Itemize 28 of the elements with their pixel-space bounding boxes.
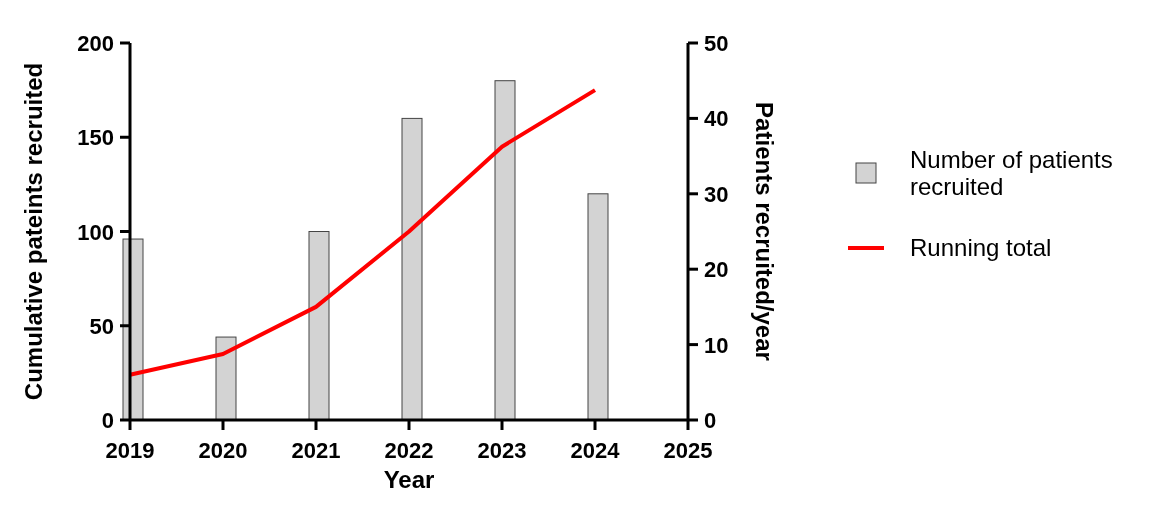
bar <box>494 80 516 421</box>
y-tick-label: 50 <box>89 313 114 339</box>
y2-tick-label: 50 <box>704 31 729 56</box>
x-tick-label: 2021 <box>291 438 341 463</box>
x-tick-label: 2024 <box>570 438 621 463</box>
bar <box>215 336 237 421</box>
y2-tick-label: 0 <box>704 408 717 433</box>
y2-axis-title: Patients recruited/year <box>751 102 778 361</box>
bar <box>308 231 330 421</box>
bar <box>401 117 423 421</box>
y-tick-label: 0 <box>101 408 114 433</box>
x-tick-label: 2019 <box>105 438 155 463</box>
legend-label: Running total <box>910 234 1052 261</box>
y2-tick-label: 10 <box>704 332 729 358</box>
y2-tick-label: 40 <box>704 106 729 132</box>
x-tick-label: 2020 <box>198 438 248 463</box>
y-axis-title: Cumulative pateints recruited <box>20 62 47 401</box>
x-tick-label: 2023 <box>477 438 527 463</box>
legend-label: Number of patients recruited <box>910 146 1113 200</box>
y2-tick-label: 30 <box>704 181 729 207</box>
y-tick-label: 200 <box>77 31 114 56</box>
bar <box>587 193 609 421</box>
y-tick-label: 150 <box>77 125 114 151</box>
y2-tick-label: 20 <box>704 257 729 283</box>
x-axis-title: Year <box>383 466 435 493</box>
x-tick-label: 2022 <box>384 438 434 463</box>
x-tick-label: 2025 <box>663 438 713 463</box>
y-tick-label: 100 <box>77 219 114 245</box>
